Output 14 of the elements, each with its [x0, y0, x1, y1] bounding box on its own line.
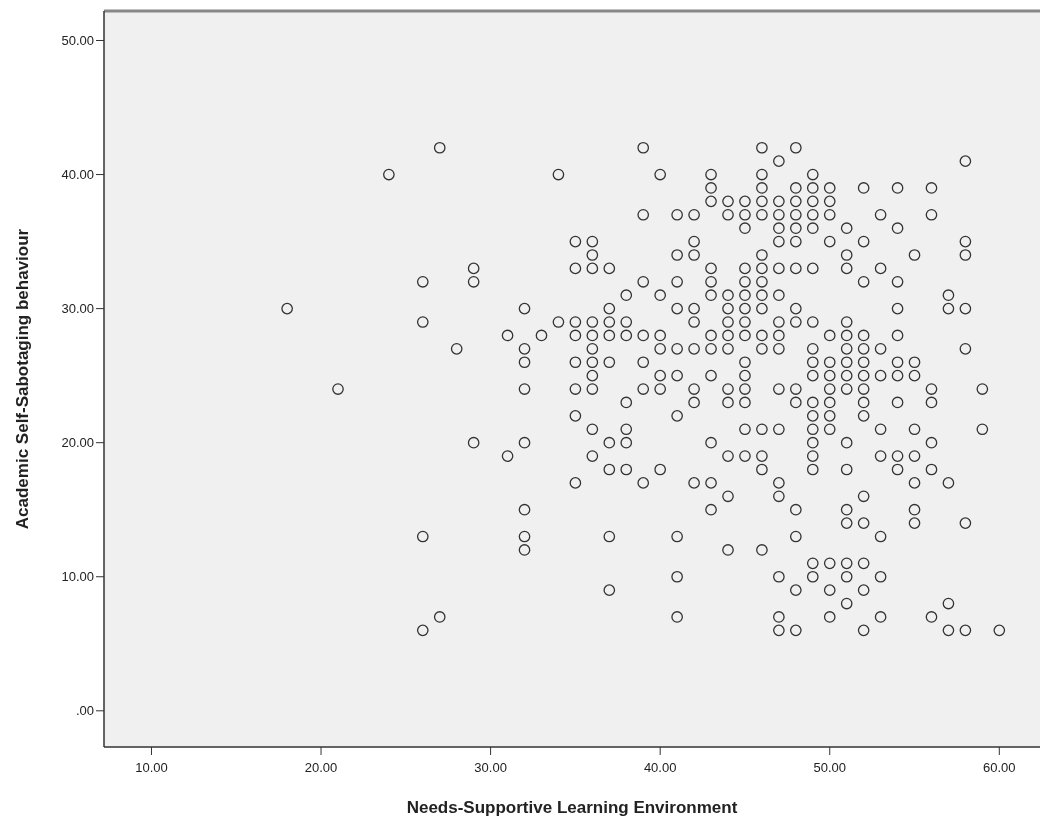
x-tick-label: 30.00: [474, 760, 507, 775]
y-tick-label: 50.00: [61, 32, 94, 48]
x-tick-label: 50.00: [813, 760, 847, 775]
y-axis-title: Academic Self-Sabotaging behaviour: [13, 228, 32, 530]
y-tick-label: .00: [75, 703, 94, 719]
x-axis-title: Needs-Supportive Learning Environment: [406, 798, 738, 817]
y-tick-label: 40.00: [61, 167, 94, 183]
x-tick-label: 10.00: [135, 760, 168, 775]
x-tick-label: 60.00: [983, 760, 1016, 775]
x-tick-label: 20.00: [304, 760, 338, 775]
y-tick-label: 10.00: [61, 569, 94, 585]
x-tick-label: 40.00: [643, 760, 677, 775]
y-tick-label: 20.00: [61, 435, 94, 451]
y-tick-label: 30.00: [61, 301, 94, 317]
